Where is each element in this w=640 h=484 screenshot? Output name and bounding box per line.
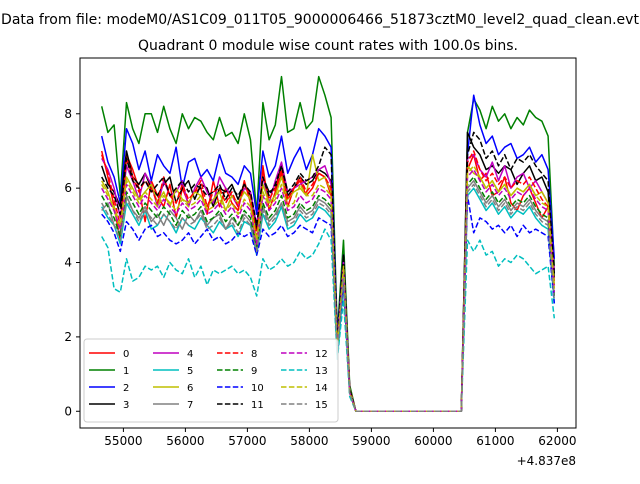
chart-title: Quadrant 0 module wise count rates with … [138, 38, 518, 54]
series-line-12 [101, 168, 556, 413]
legend-label-6: 6 [187, 383, 193, 394]
legend-label-3: 3 [123, 400, 129, 411]
x-tick-label: 59000 [352, 434, 390, 448]
legend-label-7: 7 [187, 400, 193, 411]
legend-label-15: 15 [315, 400, 328, 411]
x-tick-label: 60000 [414, 434, 452, 448]
plot-frame [79, 57, 577, 429]
series-line-13 [101, 228, 556, 413]
x-tick-label: 61000 [476, 434, 514, 448]
legend-label-8: 8 [251, 349, 257, 360]
y-tick-label: 4 [64, 256, 72, 270]
series-line-2 [100, 94, 556, 413]
legend-label-10: 10 [251, 383, 264, 394]
series-line-11 [101, 131, 556, 413]
figure-suptitle: Data from file: modeM0/AS1C09_011T05_900… [1, 12, 639, 28]
legend-label-14: 14 [315, 383, 328, 394]
legend-label-4: 4 [187, 349, 193, 360]
x-tick-label: 56000 [166, 434, 204, 448]
series-line-15 [101, 183, 556, 413]
legend-label-5: 5 [187, 366, 193, 377]
series-line-8 [100, 150, 556, 413]
x-tick-label: 62000 [538, 434, 576, 448]
y-tick-label: 6 [64, 181, 72, 195]
series-line-7 [101, 179, 556, 413]
y-axis: 0 2 4 6 8 [64, 107, 80, 418]
y-tick-label: 2 [64, 330, 72, 344]
legend-label-1: 1 [123, 366, 129, 377]
plot-lines [100, 75, 556, 413]
legend-label-13: 13 [315, 366, 328, 377]
series-line-10 [101, 194, 556, 413]
x-tick-label: 55000 [104, 434, 142, 448]
x-axis-offset-label: +4.837e8 [517, 454, 576, 468]
legend-label-12: 12 [315, 349, 328, 360]
legend-label-2: 2 [123, 383, 129, 394]
y-tick-label: 0 [64, 404, 72, 418]
x-tick-label: 58000 [290, 434, 328, 448]
y-tick-label: 8 [64, 107, 72, 121]
legend-label-11: 11 [251, 400, 264, 411]
legend-label-0: 0 [123, 349, 129, 360]
series-line-14 [101, 165, 556, 413]
series-line-1 [100, 75, 556, 413]
legend-frame [83, 338, 339, 423]
series-line-9 [101, 176, 556, 413]
x-tick-label: 57000 [228, 434, 266, 448]
legend-label-9: 9 [251, 366, 257, 377]
x-axis: 55000 56000 57000 58000 59000 60000 61000 62000 [104, 428, 576, 448]
series-line-5 [101, 187, 556, 413]
